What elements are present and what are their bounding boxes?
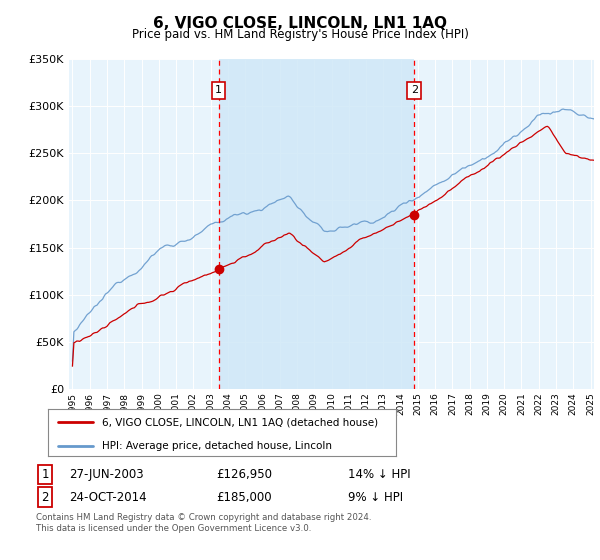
Text: HPI: Average price, detached house, Lincoln: HPI: Average price, detached house, Linc… bbox=[102, 441, 332, 451]
Text: 14% ↓ HPI: 14% ↓ HPI bbox=[348, 468, 410, 481]
Text: Contains HM Land Registry data © Crown copyright and database right 2024.: Contains HM Land Registry data © Crown c… bbox=[36, 513, 371, 522]
Text: Price paid vs. HM Land Registry's House Price Index (HPI): Price paid vs. HM Land Registry's House … bbox=[131, 28, 469, 41]
Text: £126,950: £126,950 bbox=[216, 468, 272, 481]
Text: 6, VIGO CLOSE, LINCOLN, LN1 1AQ: 6, VIGO CLOSE, LINCOLN, LN1 1AQ bbox=[153, 16, 447, 31]
Text: 6, VIGO CLOSE, LINCOLN, LN1 1AQ (detached house): 6, VIGO CLOSE, LINCOLN, LN1 1AQ (detache… bbox=[102, 417, 378, 427]
Text: 27-JUN-2003: 27-JUN-2003 bbox=[69, 468, 143, 481]
Text: £185,000: £185,000 bbox=[216, 491, 272, 504]
Text: This data is licensed under the Open Government Licence v3.0.: This data is licensed under the Open Gov… bbox=[36, 524, 311, 533]
Text: 2: 2 bbox=[41, 491, 49, 504]
Bar bbox=[218, 59, 414, 389]
Text: 2: 2 bbox=[410, 85, 418, 95]
Text: 1: 1 bbox=[215, 85, 222, 95]
Text: 1: 1 bbox=[41, 468, 49, 481]
Text: 9% ↓ HPI: 9% ↓ HPI bbox=[348, 491, 403, 504]
Text: 24-OCT-2014: 24-OCT-2014 bbox=[69, 491, 146, 504]
